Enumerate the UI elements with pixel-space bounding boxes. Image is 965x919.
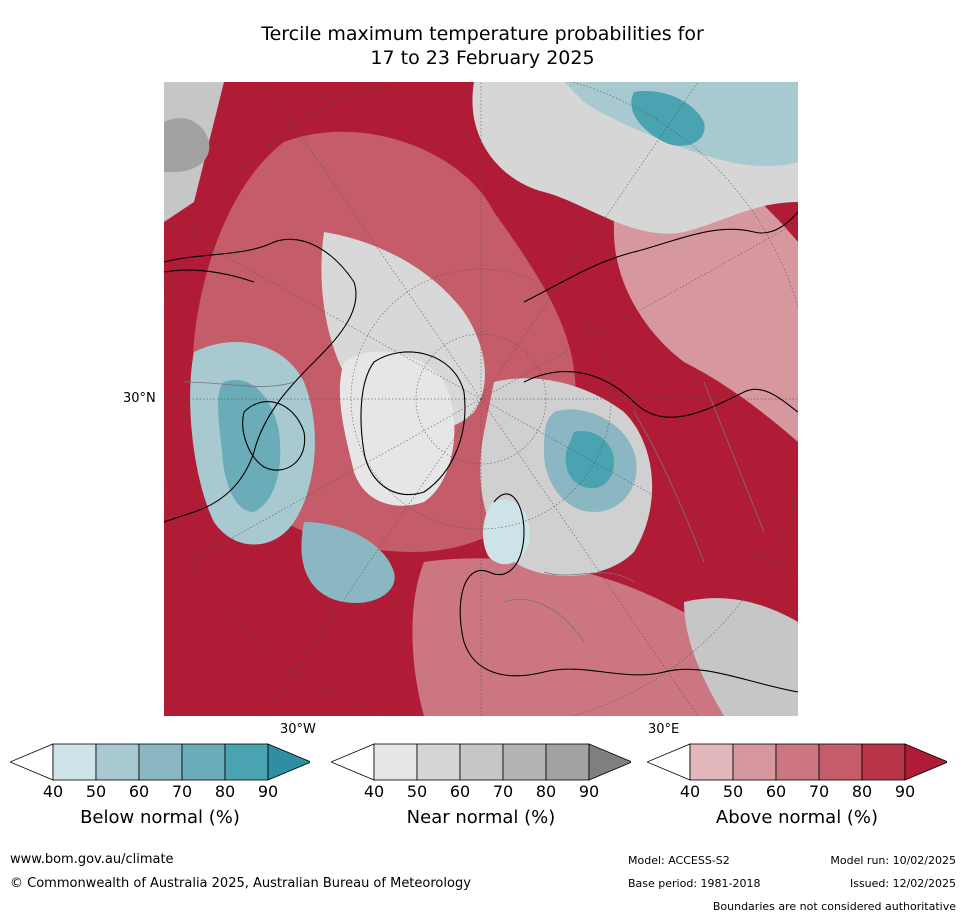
border-asia-1	[633, 411, 705, 563]
colorbar-cell	[459, 743, 504, 781]
coastline-asia	[523, 371, 798, 418]
coastline-alaska	[164, 269, 255, 283]
country-borders	[183, 381, 765, 643]
coastline-hudson-bay	[242, 401, 306, 471]
meridian-line-12	[164, 398, 482, 577]
meridian-line-11	[480, 221, 798, 400]
coastline-greenland	[360, 351, 466, 496]
tick-label: 90	[578, 782, 600, 801]
longitude-label-30w: 30°W	[280, 722, 316, 737]
footer-base-period: Base period: 1981-2018	[628, 877, 761, 890]
colorbar-over-triangle	[267, 743, 310, 781]
meridian-line-9	[164, 221, 482, 400]
tick-label: 90	[894, 782, 916, 801]
tick-label: 50	[85, 782, 107, 801]
forecast-map	[164, 82, 798, 716]
footer-copyright: © Commonwealth of Australia 2025, Austra…	[10, 876, 471, 891]
above-normal-light-region-south	[412, 558, 798, 716]
colorbar-cell	[52, 743, 97, 781]
border-europe-1	[503, 599, 585, 643]
tick-label: 50	[406, 782, 428, 801]
footer-url: www.bom.gov.au/climate	[10, 852, 174, 867]
meridian-line-6	[480, 398, 699, 716]
tick-label: 60	[765, 782, 787, 801]
colorbar-cell	[416, 743, 461, 781]
tick-label: 80	[214, 782, 236, 801]
coastline-europe	[459, 493, 798, 693]
colorbar-cell	[181, 743, 226, 781]
below-normal-region-atlantic	[301, 522, 395, 603]
colorbar-cell	[861, 743, 906, 781]
tick-label: 80	[851, 782, 873, 801]
meridian-line-8	[263, 398, 482, 716]
near-normal-colorbar	[331, 743, 631, 781]
colorbar-cell	[732, 743, 777, 781]
tick-label: 50	[722, 782, 744, 801]
colorbar-cell	[373, 743, 418, 781]
colorbar-under-triangle	[10, 743, 54, 781]
colorbar-cell	[775, 743, 820, 781]
tick-label: 40	[363, 782, 385, 801]
map-title: Tercile maximum temperature probabilitie…	[0, 22, 965, 70]
coastline-north-america	[164, 238, 357, 523]
title-line-1: Tercile maximum temperature probabilitie…	[261, 23, 704, 45]
tick-label: 60	[128, 782, 150, 801]
below-normal-region-scandinavia	[482, 499, 530, 565]
footer-boundaries-note: Boundaries are not considered authoritat…	[712, 900, 956, 913]
graticule	[164, 82, 798, 716]
coastlines	[164, 211, 798, 693]
colorbar-over-triangle	[904, 743, 947, 781]
footer-model-run: Model run: 10/02/2025	[830, 854, 956, 867]
meridian-line-10	[480, 398, 798, 577]
colorbar-over-triangle	[588, 743, 631, 781]
colorbar-cell	[502, 743, 547, 781]
border-europe-2	[543, 571, 635, 583]
border-na-1	[183, 381, 295, 387]
footer-model: Model: ACCESS-S2	[628, 854, 730, 867]
tick-label: 60	[449, 782, 471, 801]
tick-label: 80	[535, 782, 557, 801]
below-normal-colorbar	[10, 743, 310, 781]
tick-label: 70	[808, 782, 830, 801]
footer-issued: Issued: 12/02/2025	[849, 877, 956, 890]
colorbar-under-triangle	[331, 743, 375, 781]
colorbar-cell	[545, 743, 590, 781]
colorbar-cell	[689, 743, 734, 781]
meridian-line-7	[480, 82, 699, 400]
above-normal-colorbar	[647, 743, 947, 781]
below-normal-region-pacific-core	[631, 91, 705, 146]
longitude-label-30e: 30°E	[648, 722, 680, 737]
tick-label: 90	[257, 782, 279, 801]
below-normal-region-siberia-core	[565, 431, 614, 489]
tick-label: 40	[42, 782, 64, 801]
tick-label: 70	[171, 782, 193, 801]
near-normal-region-east	[684, 598, 798, 716]
below-normal-region-north-america-core	[218, 380, 281, 512]
colorbar-cell	[818, 743, 863, 781]
colorbar-under-triangle	[647, 743, 691, 781]
colorbar-cell	[95, 743, 140, 781]
latitude-circle-75	[415, 333, 547, 465]
near-normal-label: Near normal (%)	[406, 807, 556, 828]
colorbar-cell	[224, 743, 269, 781]
below-normal-label: Below normal (%)	[80, 807, 240, 828]
meridian-line-5	[263, 82, 482, 400]
border-asia-2	[703, 381, 765, 533]
near-normal-dark-patch	[164, 118, 210, 172]
coastline-siberia-north	[523, 211, 798, 303]
colorbar-cell	[138, 743, 183, 781]
title-line-2: 17 to 23 February 2025	[370, 47, 595, 69]
above-normal-label: Above normal (%)	[715, 807, 879, 828]
tick-label: 70	[492, 782, 514, 801]
latitude-label-30n: 30°N	[123, 391, 156, 406]
tick-label: 40	[679, 782, 701, 801]
